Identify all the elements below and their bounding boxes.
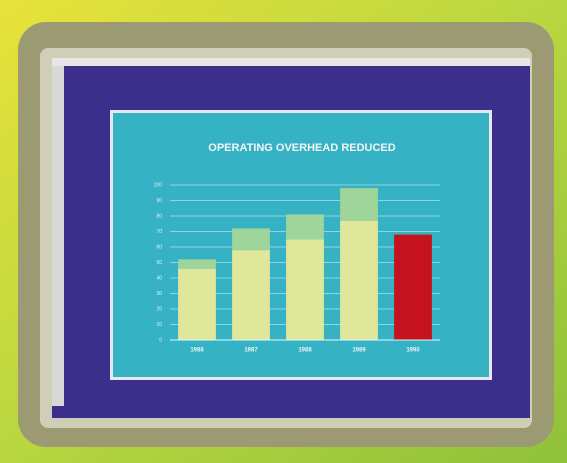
y-tick-label: 50 — [156, 260, 162, 266]
menu-bar — [52, 58, 530, 66]
bar-segment — [286, 239, 324, 340]
chart-title: OPERATING OVERHEAD REDUCED — [208, 142, 395, 154]
bar-segment — [178, 259, 216, 269]
bar-segment — [340, 188, 378, 221]
x-tick-label: 1989 — [352, 348, 366, 354]
y-tick-label: 30 — [156, 291, 162, 297]
bar-segment — [232, 250, 270, 340]
x-tick-label: 1987 — [244, 348, 258, 354]
x-tick-label: 1988 — [298, 348, 312, 354]
y-tick-label: 80 — [156, 213, 162, 219]
y-tick-label: 40 — [156, 275, 162, 281]
y-tick-label: 0 — [159, 337, 162, 343]
x-tick-label: 1986 — [190, 348, 204, 354]
bar-segment — [286, 214, 324, 240]
y-tick-label: 90 — [156, 198, 162, 204]
y-tick-label: 10 — [156, 322, 162, 328]
y-tick-label: 20 — [156, 306, 162, 312]
y-tick-label: 100 — [154, 182, 163, 188]
bar-segment — [232, 228, 270, 251]
bar-segment — [340, 220, 378, 340]
y-tick-label: 70 — [156, 229, 162, 235]
x-tick-label: 1990 — [406, 348, 420, 354]
bar-segment — [178, 268, 216, 340]
y-tick-label: 60 — [156, 244, 162, 250]
toolbar — [52, 66, 64, 406]
plot: 0 10 20 30 40 50 60 70 80 90 100 1986 1987 1988 1989 19… — [154, 182, 440, 354]
bar-segment — [394, 234, 432, 340]
